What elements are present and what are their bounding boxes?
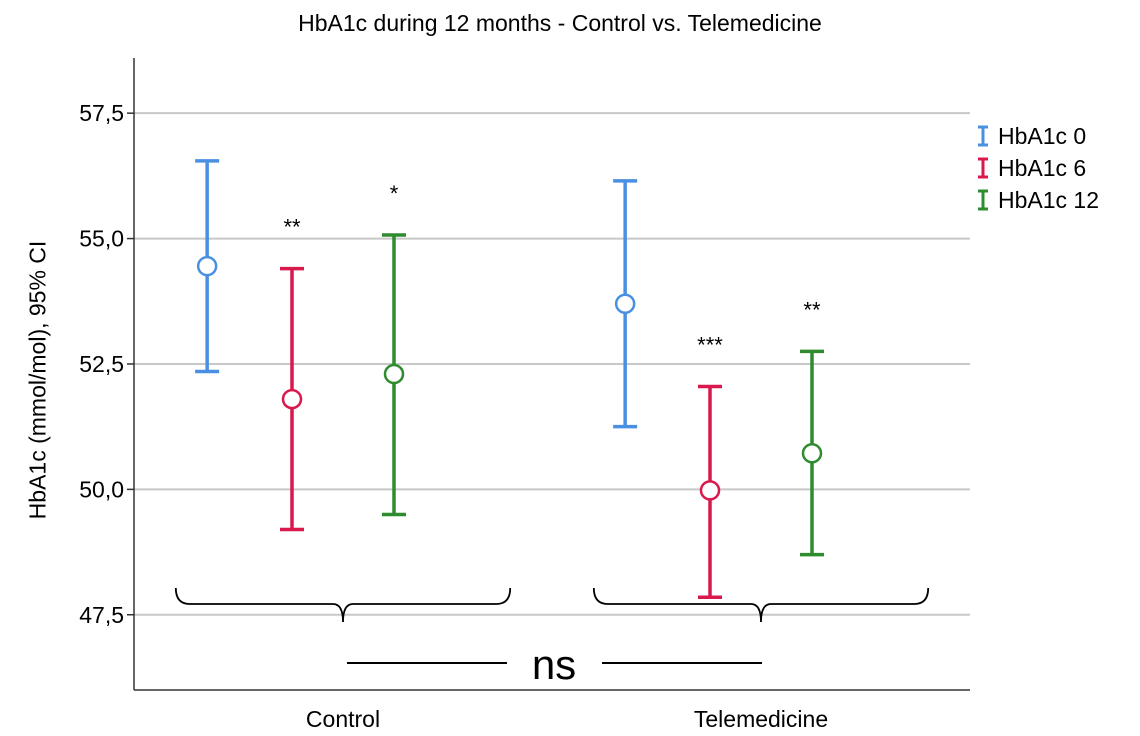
mean-point (614, 293, 636, 315)
significance-marker: ** (803, 297, 821, 322)
y-tick-label: 47,5 (79, 602, 124, 628)
legend: HbA1c 0 HbA1c 6 HbA1c 12 (976, 120, 1099, 216)
legend-item: HbA1c 12 (976, 184, 1099, 216)
y-tick-label: 52,5 (79, 351, 124, 377)
y-axis-label: HbA1c (mmol/mol), 95% CI (24, 240, 51, 520)
mean-point (281, 388, 303, 410)
mean-point (196, 255, 218, 277)
group-brace (592, 587, 930, 623)
mean-point (801, 443, 823, 464)
significance-marker: ** (283, 215, 301, 240)
group-brace (174, 587, 512, 623)
mean-point (699, 480, 721, 501)
significance-marker: * (390, 181, 399, 206)
y-tick-label: 57,5 (79, 100, 124, 126)
ns-annotation: ns (532, 641, 576, 688)
legend-item: HbA1c 6 (976, 152, 1099, 184)
x-category-label: Control (306, 706, 380, 732)
y-tick-label: 55,0 (79, 226, 124, 252)
legend-errorbar-icon (978, 157, 988, 179)
mean-point (383, 363, 405, 385)
x-category-label: Telemedicine (694, 706, 828, 732)
legend-item: HbA1c 0 (976, 120, 1099, 152)
legend-label: HbA1c 6 (998, 154, 1087, 181)
legend-errorbar-icon (978, 125, 988, 147)
legend-label: HbA1c 12 (998, 186, 1100, 213)
legend-errorbar-icon (978, 189, 988, 211)
significance-marker: *** (697, 333, 723, 358)
legend-label: HbA1c 0 (998, 122, 1087, 149)
chart-title: HbA1c during 12 months - Control vs. Tel… (298, 10, 822, 36)
y-tick-label: 50,0 (79, 476, 124, 502)
